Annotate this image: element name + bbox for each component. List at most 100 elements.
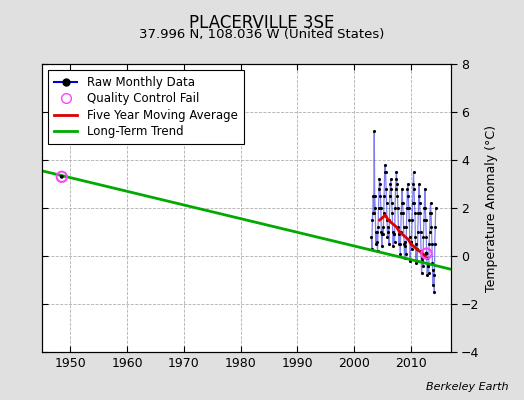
- Point: [401, 243, 410, 250]
- Point: [377, 205, 385, 211]
- Point: [422, 250, 431, 257]
- Point: [410, 200, 419, 206]
- Point: [388, 229, 397, 235]
- Point: [374, 205, 383, 211]
- Point: [393, 181, 401, 187]
- Point: [392, 176, 400, 182]
- Point: [390, 238, 399, 245]
- Point: [370, 128, 378, 134]
- Point: [430, 289, 439, 295]
- Point: [396, 250, 405, 257]
- Point: [58, 174, 66, 180]
- Point: [394, 224, 402, 230]
- Point: [375, 176, 384, 182]
- Point: [372, 229, 380, 235]
- Point: [390, 231, 398, 238]
- Point: [428, 241, 436, 247]
- Point: [386, 193, 394, 199]
- Point: [424, 262, 432, 269]
- Point: [431, 241, 439, 247]
- Point: [427, 200, 435, 206]
- Point: [397, 229, 405, 235]
- Point: [409, 169, 418, 175]
- Point: [402, 250, 410, 257]
- Point: [381, 162, 389, 168]
- Point: [432, 205, 440, 211]
- Point: [420, 205, 429, 211]
- Legend: Raw Monthly Data, Quality Control Fail, Five Year Moving Average, Long-Term Tren: Raw Monthly Data, Quality Control Fail, …: [48, 70, 244, 144]
- Point: [421, 186, 429, 192]
- Point: [410, 186, 418, 192]
- Point: [401, 238, 409, 245]
- Point: [402, 205, 411, 211]
- Point: [388, 210, 397, 216]
- Point: [375, 186, 383, 192]
- Point: [429, 267, 438, 274]
- Point: [422, 234, 431, 240]
- Point: [426, 210, 434, 216]
- Point: [418, 258, 426, 264]
- Point: [416, 210, 424, 216]
- Point: [386, 181, 395, 187]
- Point: [370, 193, 379, 199]
- Point: [429, 282, 437, 288]
- Point: [374, 248, 382, 254]
- Point: [374, 224, 382, 230]
- Point: [412, 260, 420, 266]
- Point: [383, 234, 391, 240]
- Point: [380, 169, 389, 175]
- Point: [409, 181, 417, 187]
- Point: [379, 231, 387, 238]
- Point: [397, 210, 406, 216]
- Point: [378, 224, 387, 230]
- Point: [413, 258, 421, 264]
- Point: [399, 210, 407, 216]
- Point: [417, 270, 425, 276]
- Point: [376, 181, 384, 187]
- Point: [407, 238, 416, 245]
- Point: [378, 243, 386, 250]
- Point: [411, 234, 420, 240]
- Point: [422, 250, 431, 257]
- Point: [407, 238, 415, 245]
- Point: [388, 200, 396, 206]
- Point: [368, 246, 376, 252]
- Point: [383, 217, 391, 223]
- Point: [396, 241, 404, 247]
- Point: [373, 229, 381, 235]
- Point: [377, 229, 386, 235]
- Point: [430, 272, 438, 278]
- Point: [400, 255, 409, 262]
- Point: [423, 262, 432, 269]
- Point: [392, 169, 401, 175]
- Point: [376, 193, 385, 199]
- Point: [427, 224, 435, 230]
- Point: [404, 193, 412, 199]
- Point: [422, 217, 430, 223]
- Point: [369, 193, 377, 199]
- Point: [422, 255, 431, 262]
- Point: [389, 231, 398, 238]
- Point: [384, 224, 392, 230]
- Point: [406, 258, 414, 264]
- Y-axis label: Temperature Anomaly (°C): Temperature Anomaly (°C): [485, 124, 498, 292]
- Text: Berkeley Earth: Berkeley Earth: [426, 382, 508, 392]
- Point: [378, 231, 387, 238]
- Text: PLACERVILLE 3SE: PLACERVILLE 3SE: [189, 14, 335, 32]
- Point: [382, 186, 390, 192]
- Point: [425, 229, 434, 235]
- Point: [417, 248, 425, 254]
- Point: [399, 224, 408, 230]
- Point: [420, 217, 428, 223]
- Point: [391, 186, 400, 192]
- Point: [408, 246, 416, 252]
- Point: [58, 174, 66, 180]
- Point: [417, 229, 425, 235]
- Point: [413, 229, 422, 235]
- Point: [414, 193, 423, 199]
- Point: [380, 193, 388, 199]
- Point: [427, 210, 435, 216]
- Point: [389, 243, 397, 250]
- Point: [385, 241, 393, 247]
- Point: [383, 200, 391, 206]
